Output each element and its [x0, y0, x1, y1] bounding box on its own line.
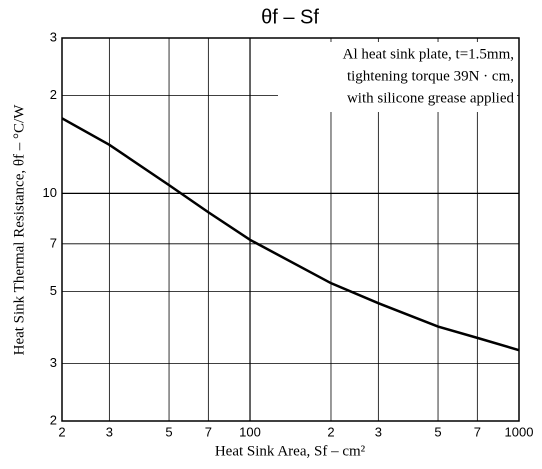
y-axis-label: Heat Sink Thermal Resistance, θf – °C/W — [11, 104, 27, 356]
x-tick-label: 2 — [58, 424, 65, 439]
y-tick-label: 5 — [50, 283, 57, 298]
annotation: with silicone grease applied — [347, 90, 515, 106]
x-tick-label: 100 — [239, 424, 261, 439]
x-tick-label: 7 — [474, 424, 481, 439]
x-tick-label: 5 — [165, 424, 172, 439]
annotation: Al heat sink plate, t=1.5mm, — [343, 46, 514, 62]
x-axis-label: Heat Sink Area, Sf – cm² — [215, 443, 366, 459]
x-tick-label: 2 — [327, 424, 334, 439]
y-tick-label: 10 — [43, 185, 57, 200]
y-tick-label: 3 — [50, 355, 57, 370]
y-tick-label: 3 — [50, 29, 57, 44]
x-tick-label: 5 — [434, 424, 441, 439]
annotation-box — [278, 42, 517, 112]
y-tick-label: 2 — [50, 412, 57, 427]
data-line — [61, 117, 520, 352]
y-tick-label: 2 — [50, 87, 57, 102]
x-tick-label: 3 — [106, 424, 113, 439]
plot-frame — [61, 37, 520, 422]
x-tick-label: 3 — [375, 424, 382, 439]
annotation: tightening torque 39N · cm, — [347, 68, 514, 84]
y-tick-label: 7 — [50, 235, 57, 250]
x-tick-label: 7 — [205, 424, 212, 439]
x-tick-label: 1000 — [505, 424, 534, 439]
chart-title: θf – Sf — [261, 6, 319, 28]
